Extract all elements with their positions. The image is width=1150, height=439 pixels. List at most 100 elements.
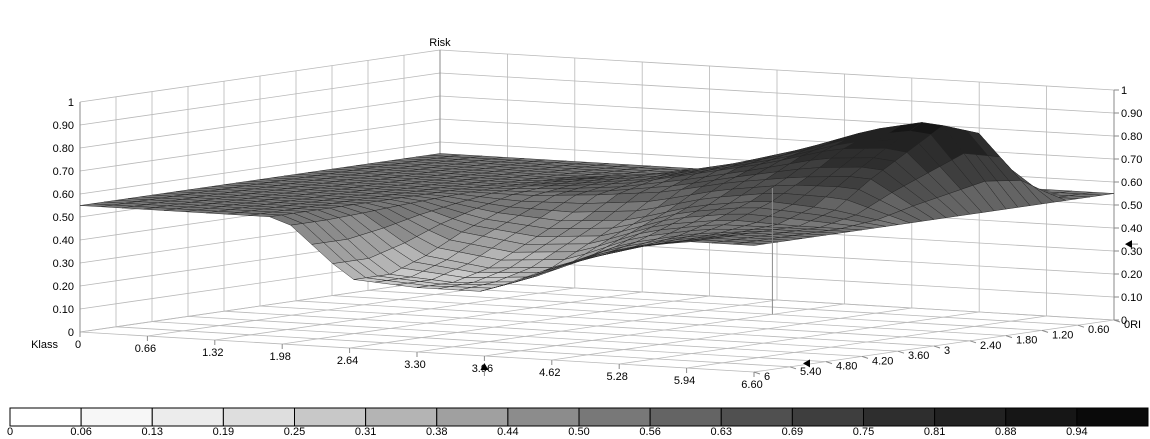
klass-tick-label: 0.66 (135, 343, 156, 355)
legend-swatch (436, 407, 509, 427)
back-wall-grid-line (439, 95, 1115, 137)
right-risk-tick-label: 1 (1121, 85, 1127, 97)
legend-label: 0.88 (995, 426, 1016, 438)
right-risk-tick-label: 0 (1121, 315, 1127, 327)
ori-tick-label: 5.40 (800, 366, 821, 378)
back-wall-grid-line (439, 72, 1115, 114)
right-risk-tick-label: 0.70 (1121, 154, 1142, 166)
ori-tick-mark (969, 340, 977, 344)
legend-swatch (934, 407, 1007, 427)
klass-tick-label: 6.60 (741, 379, 762, 391)
right-risk-tick-label: 0.40 (1121, 223, 1142, 235)
floor-grid-line (295, 300, 971, 342)
legend-swatch (294, 407, 367, 427)
legend-label: 0.81 (924, 426, 945, 438)
legend-swatch (863, 407, 936, 427)
legend-label: 0.38 (426, 426, 447, 438)
risk-surface (79, 122, 1115, 315)
legend-swatch (151, 407, 224, 427)
legend-label: 0.56 (639, 426, 660, 438)
legend-swatch (1005, 407, 1078, 427)
legend-label: 0.44 (497, 426, 518, 438)
legend-swatch (9, 407, 82, 427)
klass-tick-label: 0 (75, 339, 81, 351)
left-risk-tick-label: 0.30 (53, 258, 74, 270)
floor-grid-line (331, 295, 1007, 336)
legend-label: 0.13 (142, 426, 163, 438)
left-wall-grid-line (79, 49, 441, 103)
right-risk-tick-label: 0.30 (1121, 246, 1142, 258)
ori-tick-mark (897, 350, 905, 354)
klass-tick-label: 1.32 (202, 347, 223, 359)
legend-swatch (80, 407, 153, 427)
back-wall-grid-line (439, 279, 1115, 321)
legend-swatch (365, 407, 438, 427)
color-legend: 0 0.06 0.13 0.19 0.25 0.31 0.38 0.44 0.50 0.56 0.6… (7, 407, 1149, 438)
surface-facet (732, 242, 767, 246)
ori-tick-label: 6 (764, 371, 770, 383)
ori-tick-label: 3.60 (908, 350, 929, 362)
right-risk-tick-label: 0.90 (1121, 108, 1142, 120)
legend-label: 0.94 (1066, 426, 1087, 438)
legend-swatch (791, 407, 864, 427)
floor-grid-line (367, 290, 1043, 331)
left-risk-tick-label: 0.90 (53, 120, 74, 132)
ori-tick-label: 0RI (1124, 319, 1141, 331)
ori-tick-mark (753, 371, 761, 375)
right-risk-tick-label: 0.20 (1121, 269, 1142, 281)
left-wall-grid-line (79, 118, 441, 172)
floor-grid-line (223, 310, 899, 352)
legend-label: 0.63 (711, 426, 732, 438)
risk-axis-title: Risk (429, 37, 451, 49)
back-wall-grid-line (439, 49, 1115, 91)
ori-tick-label: 3 (944, 345, 950, 357)
klass-marker-arrow (480, 363, 489, 370)
ori-tick-label: 4.20 (872, 355, 893, 367)
floor-grid-line (259, 305, 935, 347)
left-wall-grid-line (79, 72, 441, 126)
ori-tick-mark (1041, 329, 1049, 333)
legend-label: 0.69 (782, 426, 803, 438)
klass-tick-label: 3.30 (404, 359, 425, 371)
right-risk-tick-label: 0.10 (1121, 292, 1142, 304)
legend-label: 0.06 (70, 426, 91, 438)
klass-tick-label: 4.62 (539, 367, 560, 379)
left-wall-grid-line (79, 95, 441, 149)
floor-grid-line (115, 326, 791, 368)
left-risk-tick-label: 1 (68, 97, 74, 109)
legend-label: 0.50 (568, 426, 589, 438)
ori-marker-arrow (803, 359, 810, 368)
ori-tick-mark (933, 345, 941, 349)
floor-grid-line (187, 316, 863, 357)
ori-tick-label: 4.80 (836, 361, 857, 373)
legend-label: 0 (7, 426, 13, 438)
legend-swatch (720, 407, 793, 427)
legend-label: 0.75 (853, 426, 874, 438)
left-risk-tick-label: 0.60 (53, 189, 74, 201)
klass-tick-label: 5.94 (674, 375, 695, 387)
legend-swatch (649, 407, 722, 427)
left-risk-tick-label: 0.70 (53, 166, 74, 178)
left-risk-tick-label: 0.50 (53, 212, 74, 224)
legend-swatch (222, 407, 295, 427)
legend-label: 0.31 (355, 426, 376, 438)
ori-tick-mark (861, 355, 869, 359)
ori-tick-mark (789, 366, 797, 370)
risk-marker-arrow (1125, 240, 1132, 249)
right-risk-tick-label: 0.60 (1121, 177, 1142, 189)
left-risk-tick-label: 0.40 (53, 235, 74, 247)
left-wall-grid-line (79, 141, 441, 195)
legend-swatch (1076, 407, 1149, 427)
right-risk-tick-label: 0.80 (1121, 131, 1142, 143)
left-risk-tick-label: 0.20 (53, 281, 74, 293)
floor-grid-line (151, 321, 827, 362)
ori-tick-mark (825, 361, 833, 365)
left-risk-tick-label: 0 (68, 327, 74, 339)
legend-swatch (578, 407, 651, 427)
left-risk-tick-label: 0.80 (53, 143, 74, 155)
axis-ticks: 00.100.200.300.400.500.600.700.800.90100… (31, 37, 1142, 391)
ori-tick-mark (1077, 324, 1085, 328)
ori-tick-mark (1113, 319, 1121, 323)
floor-grid-line (403, 284, 1079, 326)
